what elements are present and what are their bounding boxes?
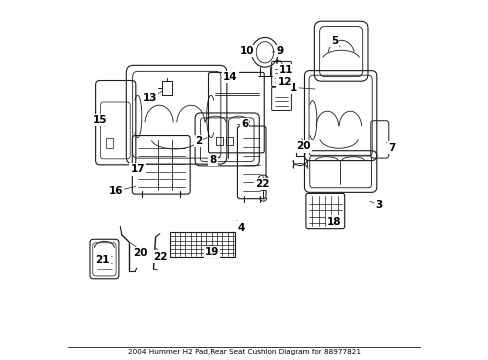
Text: 7: 7 xyxy=(387,143,395,153)
Text: 10: 10 xyxy=(240,46,254,56)
Bar xyxy=(162,81,172,95)
Text: 6: 6 xyxy=(241,119,247,129)
Text: 12: 12 xyxy=(277,77,291,87)
Text: 9: 9 xyxy=(276,46,283,56)
Text: 14: 14 xyxy=(223,72,237,82)
Text: 1: 1 xyxy=(290,82,297,93)
Text: 17: 17 xyxy=(130,165,145,174)
Text: 4: 4 xyxy=(237,222,244,233)
Bar xyxy=(169,231,235,257)
Text: 13: 13 xyxy=(142,93,157,103)
Text: 19: 19 xyxy=(204,247,219,257)
Text: 8: 8 xyxy=(209,155,216,165)
Text: 2: 2 xyxy=(195,136,202,146)
Text: 22: 22 xyxy=(255,179,269,189)
Text: 22: 22 xyxy=(153,252,167,262)
Text: 21: 21 xyxy=(95,256,109,265)
Text: 5: 5 xyxy=(330,36,337,46)
Text: 3: 3 xyxy=(374,201,382,210)
Bar xyxy=(225,136,233,145)
Text: 16: 16 xyxy=(109,186,123,196)
Text: 20: 20 xyxy=(133,248,147,258)
Bar xyxy=(106,138,113,148)
Bar xyxy=(216,136,223,145)
Text: 20: 20 xyxy=(296,141,310,152)
Text: 11: 11 xyxy=(278,65,293,75)
Text: 15: 15 xyxy=(93,115,107,125)
Text: 2004 Hummer H2 Pad,Rear Seat Cushion Diagram for 88977821: 2004 Hummer H2 Pad,Rear Seat Cushion Dia… xyxy=(128,349,360,355)
Text: 18: 18 xyxy=(326,217,341,227)
